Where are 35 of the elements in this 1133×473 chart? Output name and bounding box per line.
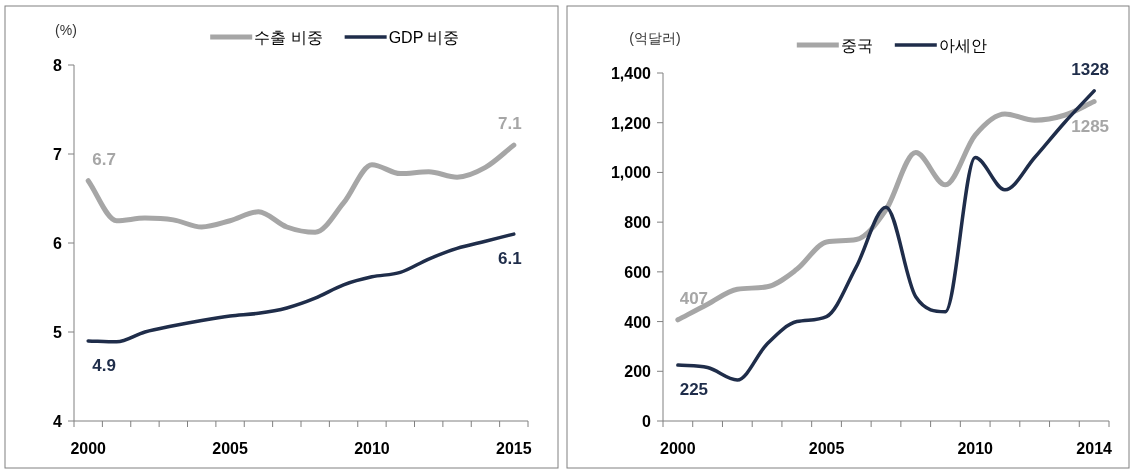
y-tick-label: 400 bbox=[624, 313, 652, 331]
x-tick-label: 2005 bbox=[808, 440, 845, 457]
y-tick-label: 1,200 bbox=[610, 114, 652, 132]
data-label: 225 bbox=[679, 380, 709, 400]
x-tick-label: 2010 bbox=[354, 440, 390, 457]
x-tick-label: 2014 bbox=[1076, 440, 1113, 457]
y-tick-label: 6 bbox=[53, 235, 63, 252]
x-tick-label: 2010 bbox=[957, 440, 994, 457]
y-axis-title: (억달러) bbox=[629, 30, 681, 46]
y-tick-label: 200 bbox=[624, 363, 652, 381]
y-tick-label: 1,000 bbox=[610, 164, 652, 182]
legend-label: 아세안 bbox=[938, 37, 987, 54]
data-label: 7.1 bbox=[497, 114, 522, 134]
y-tick-label: 4 bbox=[53, 413, 63, 430]
data-label: 6.7 bbox=[92, 149, 117, 169]
data-label: 6.1 bbox=[497, 249, 522, 269]
x-tick-label: 2005 bbox=[212, 440, 248, 457]
legend-label: GDP 비중 bbox=[388, 29, 460, 46]
x-tick-label: 2000 bbox=[70, 440, 107, 457]
y-tick-label: 800 bbox=[624, 214, 652, 232]
data-label: 1285 bbox=[1071, 116, 1110, 136]
y-tick-label: 1,400 bbox=[610, 65, 652, 82]
x-tick-label: 2000 bbox=[660, 440, 696, 457]
data-label: 4.9 bbox=[92, 355, 117, 375]
data-label: 407 bbox=[679, 288, 709, 308]
x-tick-label: 2015 bbox=[496, 440, 532, 457]
y-tick-label: 0 bbox=[642, 413, 652, 430]
y-tick-label: 600 bbox=[624, 263, 652, 281]
y-tick-label: 5 bbox=[53, 324, 63, 341]
y-tick-label: 8 bbox=[53, 57, 63, 74]
y-tick-label: 7 bbox=[53, 146, 63, 163]
data-label: 1328 bbox=[1071, 59, 1110, 79]
legend-label: 수출 비중 bbox=[254, 29, 323, 46]
y-axis-title: (%) bbox=[55, 22, 77, 38]
legend-label: 중국 bbox=[840, 37, 873, 54]
